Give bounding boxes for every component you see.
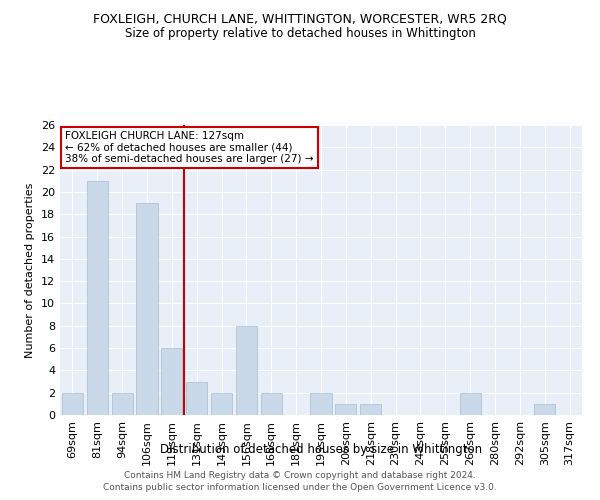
Text: Contains HM Land Registry data © Crown copyright and database right 2024.
Contai: Contains HM Land Registry data © Crown c…: [103, 471, 497, 492]
Bar: [87, 181, 108, 415]
Text: FOXLEIGH, CHURCH LANE, WHITTINGTON, WORCESTER, WR5 2RQ: FOXLEIGH, CHURCH LANE, WHITTINGTON, WORC…: [93, 12, 507, 26]
Text: FOXLEIGH CHURCH LANE: 127sqm
← 62% of detached houses are smaller (44)
38% of se: FOXLEIGH CHURCH LANE: 127sqm ← 62% of de…: [65, 131, 314, 164]
Bar: [310, 392, 332, 415]
Text: Distribution of detached houses by size in Whittington: Distribution of detached houses by size …: [160, 444, 482, 456]
Bar: [360, 404, 381, 415]
Bar: [62, 392, 83, 415]
Bar: [136, 203, 158, 415]
Bar: [211, 392, 232, 415]
Y-axis label: Number of detached properties: Number of detached properties: [25, 182, 35, 358]
Bar: [335, 404, 356, 415]
Bar: [112, 392, 133, 415]
Bar: [161, 348, 182, 415]
Bar: [534, 404, 555, 415]
Bar: [460, 392, 481, 415]
Text: Size of property relative to detached houses in Whittington: Size of property relative to detached ho…: [125, 28, 475, 40]
Bar: [261, 392, 282, 415]
Bar: [236, 326, 257, 415]
Bar: [186, 382, 207, 415]
